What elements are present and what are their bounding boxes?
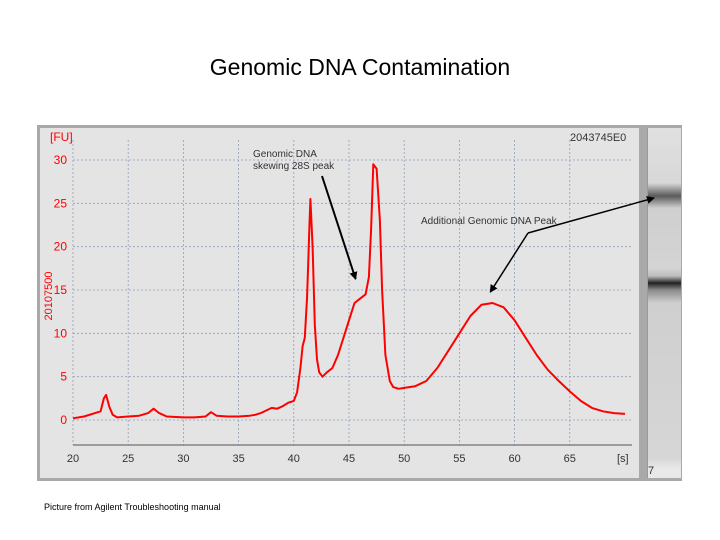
annotation-label-additional-peak: Additional Genomic DNA Peak [421, 216, 558, 227]
slide-title: Genomic DNA Contamination [209, 54, 511, 80]
y-tick-label: 20 [54, 240, 68, 254]
y-tick-label: 5 [60, 370, 67, 384]
x-tick-label: 55 [453, 453, 465, 465]
y-tick-label: 15 [54, 283, 68, 297]
gel-lane-label: 7 [648, 465, 655, 477]
y-tick-label: 10 [54, 326, 68, 340]
x-tick-label: 40 [288, 453, 300, 465]
y-tick-labels: 0 5 10 15 20 25 30 [54, 153, 68, 427]
y-tick-label: 25 [54, 196, 68, 210]
x-axis-label: [s] [617, 453, 629, 465]
annotation-label-genomic-dna: skewing 28S peak [253, 161, 335, 172]
annotation-label-genomic-dna: Genomic DNA [253, 149, 317, 160]
annotation-arrow-genomic-dna [321, 175, 358, 280]
plot-background [40, 128, 639, 478]
x-tick-label: 65 [564, 453, 576, 465]
source-footnote: Picture from Agilent Troubleshooting man… [44, 502, 221, 512]
x-tick-label: 60 [508, 453, 520, 465]
y-tick-label: 30 [54, 153, 68, 167]
gel-lane-image [647, 128, 681, 478]
x-tick-label: 35 [232, 453, 244, 465]
x-tick-label: 45 [343, 453, 355, 465]
annotation-arrow-additional-peak [489, 232, 529, 293]
x-tick-label: 25 [122, 453, 134, 465]
annotation-connector-gel [527, 196, 655, 234]
y-axis-label: [FU] [50, 130, 73, 144]
x-tick-labels: 20 25 30 35 40 45 50 55 60 65 [67, 453, 576, 465]
grid-lines [72, 140, 632, 446]
x-tick-label: 30 [177, 453, 189, 465]
series-line [72, 163, 626, 420]
x-tick-label: 20 [67, 453, 79, 465]
x-tick-label: 50 [398, 453, 410, 465]
y-tick-label: 0 [60, 413, 67, 427]
sample-id-label: 2043745E0 [570, 132, 626, 144]
side-sample-label: 20107500 [43, 272, 55, 321]
